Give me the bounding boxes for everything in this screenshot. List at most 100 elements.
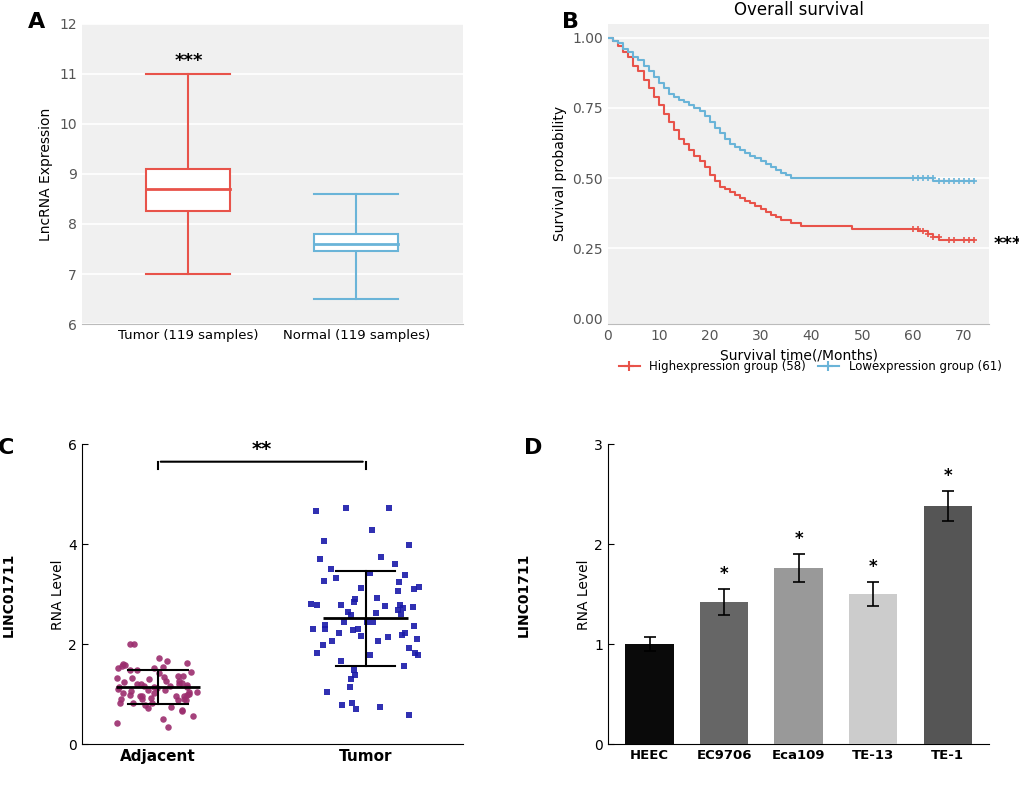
Text: LINC01711: LINC01711 [517,552,531,637]
Point [365,616,381,629]
Point [364,524,380,536]
Point [173,677,190,690]
Point [129,663,146,676]
Point [359,616,375,629]
Bar [848,594,897,744]
Point [391,599,408,611]
Point [178,679,195,691]
Point [408,633,424,645]
Point [140,683,156,696]
Y-axis label: RNA Level: RNA Level [577,559,591,630]
Point [136,680,152,692]
Point [132,690,149,703]
Point [115,658,131,671]
Point [122,638,139,650]
Point [146,680,162,693]
Point [323,634,339,647]
Point [380,631,396,644]
X-axis label: Survival time(/Months): Survival time(/Months) [719,348,876,363]
Point [183,665,200,678]
Point [368,607,384,619]
Point [390,576,407,588]
Point [137,699,153,711]
Point [143,692,159,705]
Point [109,661,125,674]
Point [148,681,164,694]
Bar [922,506,971,744]
Point [111,696,127,709]
Point [121,664,138,676]
Y-axis label: LncRNA Expression: LncRNA Expression [40,107,53,241]
Point [163,701,179,714]
Point [151,651,167,664]
Point [407,646,423,659]
Point [371,701,387,714]
Point [110,683,126,695]
Y-axis label: Survival probability: Survival probability [552,106,567,242]
Point [406,583,422,596]
Point [173,705,190,718]
Point [155,713,171,725]
Point [377,600,393,612]
Point [190,685,206,698]
Point [122,688,139,701]
Point [335,615,352,628]
Point [394,602,411,615]
Point [353,630,369,642]
Point [114,659,130,672]
Point [337,502,354,515]
Point [307,505,323,517]
Point [125,638,142,650]
Point [108,672,124,684]
Text: *: * [794,531,802,548]
Point [176,690,193,703]
Point [110,681,126,694]
Point [146,662,162,675]
Point [115,676,131,688]
Bar [314,234,397,252]
Point [362,567,378,580]
Point [405,600,421,613]
Point [141,672,157,685]
Bar [699,603,748,744]
Point [175,669,192,682]
Point [135,690,151,703]
Point [334,699,351,712]
Point [180,686,197,699]
Point [309,599,325,611]
Point [400,709,417,722]
Point [159,721,175,733]
Point [150,667,166,680]
Point [386,558,403,570]
Point [362,649,378,661]
Point [115,687,131,700]
Point [312,553,328,565]
Point [331,626,347,639]
Point [180,687,197,700]
Text: A: A [29,12,46,32]
Legend: Highexpression group (58), Lowexpression group (61): Highexpression group (58), Lowexpression… [613,356,1005,379]
Point [332,655,348,668]
Point [178,657,195,669]
Point [162,680,178,692]
Point [305,623,321,635]
Text: LINC01711: LINC01711 [2,552,16,637]
Point [133,693,150,706]
Point [410,649,426,661]
Point [109,716,125,729]
Point [157,683,173,696]
Point [179,680,196,693]
Point [168,690,184,703]
Point [303,597,319,610]
Point [322,563,338,576]
Point [316,619,332,631]
Text: ***: *** [993,235,1019,253]
Point [158,675,174,687]
Y-axis label: RNA Level: RNA Level [51,559,65,630]
Point [146,687,162,699]
Point [372,550,388,563]
Text: D: D [524,438,542,459]
Bar [147,169,230,211]
Text: B: B [561,12,579,32]
Point [393,629,410,642]
